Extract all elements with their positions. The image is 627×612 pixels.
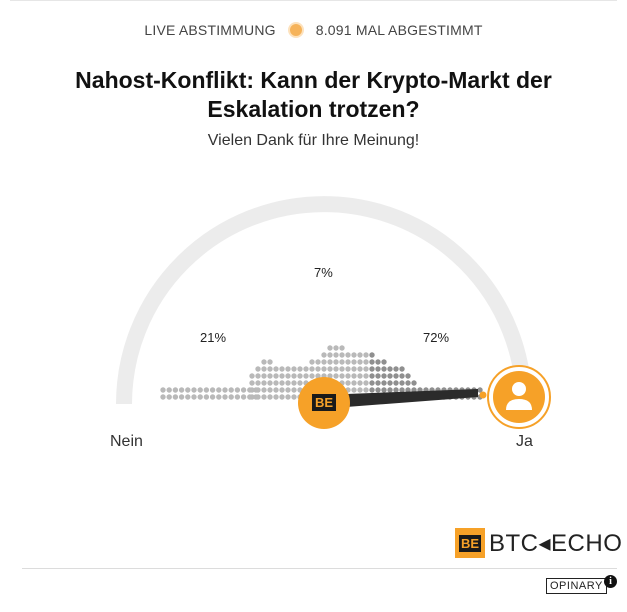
label-ja: Ja [516,433,533,450]
percent-nein: 21% [200,330,227,345]
btc-echo-wordmark: BTC◂ECHO [489,529,623,557]
average-marker-logo: BE [315,395,333,410]
poll-thanks-message: Vielen Dank für Ihre Meinung! [207,132,420,149]
info-icon[interactable]: i [604,575,617,588]
votes-count: 8.091 MAL ABGESTIMMT [315,22,483,38]
btc-echo-mark-icon: BE [455,528,485,558]
poll-status-bar: LIVE ABSTIMMUNG 8.091 MAL ABGESTIMMT [0,22,627,38]
poll-widget-frame [10,0,617,571]
label-nein: Nein [110,433,143,450]
gauge-track [116,196,532,405]
opinary-logo[interactable]: OPINARY [546,578,607,594]
live-dot-icon [287,22,304,38]
average-marker: BE [298,377,350,429]
user-vote-marker[interactable] [487,365,551,429]
percent-ja: 72% [423,330,450,345]
percent-middle: 7% [314,265,333,280]
needle [320,389,478,409]
btc-echo-logo[interactable]: BE BTC◂ECHO [455,528,622,558]
user-avatar-icon [506,382,532,410]
footer-divider [22,568,617,569]
poll-question: Nahost-Konflikt: Kann der Krypto-Markt d… [75,67,552,122]
live-label: LIVE ABSTIMMUNG [144,22,276,38]
needle-tip [479,391,487,399]
